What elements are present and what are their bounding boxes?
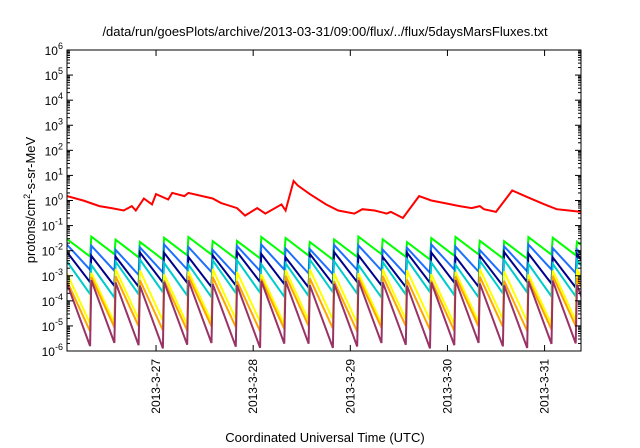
y-axis-label-main: protons/cm (23, 199, 38, 263)
y-tick-label: 102 (45, 141, 63, 158)
y-axis-label-suffix: -s-sr-MeV (23, 136, 38, 193)
flux-series-line (67, 275, 581, 332)
y-axis-label-superscript: 2 (22, 194, 32, 199)
x-ticks: 2013-3-27 2013-3-28 2013-3-29 2013-3-30 2013… (149, 50, 552, 414)
x-tick-label: 2013-3-28 (246, 359, 260, 414)
y-tick-label: 10-3 (42, 267, 63, 284)
y-tick-label: 10-5 (42, 317, 63, 334)
y-tick-label: 10-2 (42, 242, 63, 259)
y-tick-label: 105 (45, 66, 63, 83)
y-ticks: 10-6 10-5 10-4 10-3 10-2 10-1 100 101 102 103 104 1… (42, 41, 581, 359)
y-tick-label: 10-4 (42, 292, 63, 309)
y-tick-label: 106 (45, 41, 63, 58)
plot-frame (66, 49, 582, 352)
y-tick-label: 104 (45, 91, 63, 108)
y-tick-label: 100 (45, 192, 63, 209)
y-tick-label: 103 (45, 116, 63, 133)
x-tick-label: 2013-3-27 (149, 359, 163, 414)
x-axis-label: Coordinated Universal Time (UTC) (225, 430, 424, 445)
y-axis-label: protons/cm2-s-sr-MeV (22, 136, 38, 263)
flux-series-line (67, 279, 581, 349)
x-tick-label: 2013-3-29 (343, 359, 357, 414)
flux-series-line-primary (67, 179, 581, 220)
chart-title: /data/run/goesPlots/archive/2013-03-31/0… (102, 24, 548, 39)
y-tick-label: 10-6 (42, 342, 63, 359)
x-tick-label: 2013-3-30 (440, 359, 454, 414)
y-tick-label: 101 (45, 166, 63, 183)
svg-text:protons/cm2-s-sr-MeV: protons/cm2-s-sr-MeV (22, 136, 38, 263)
series-layer (67, 179, 581, 349)
y-tick-label: 10-1 (42, 217, 63, 234)
x-tick-label: 2013-3-31 (538, 359, 552, 414)
